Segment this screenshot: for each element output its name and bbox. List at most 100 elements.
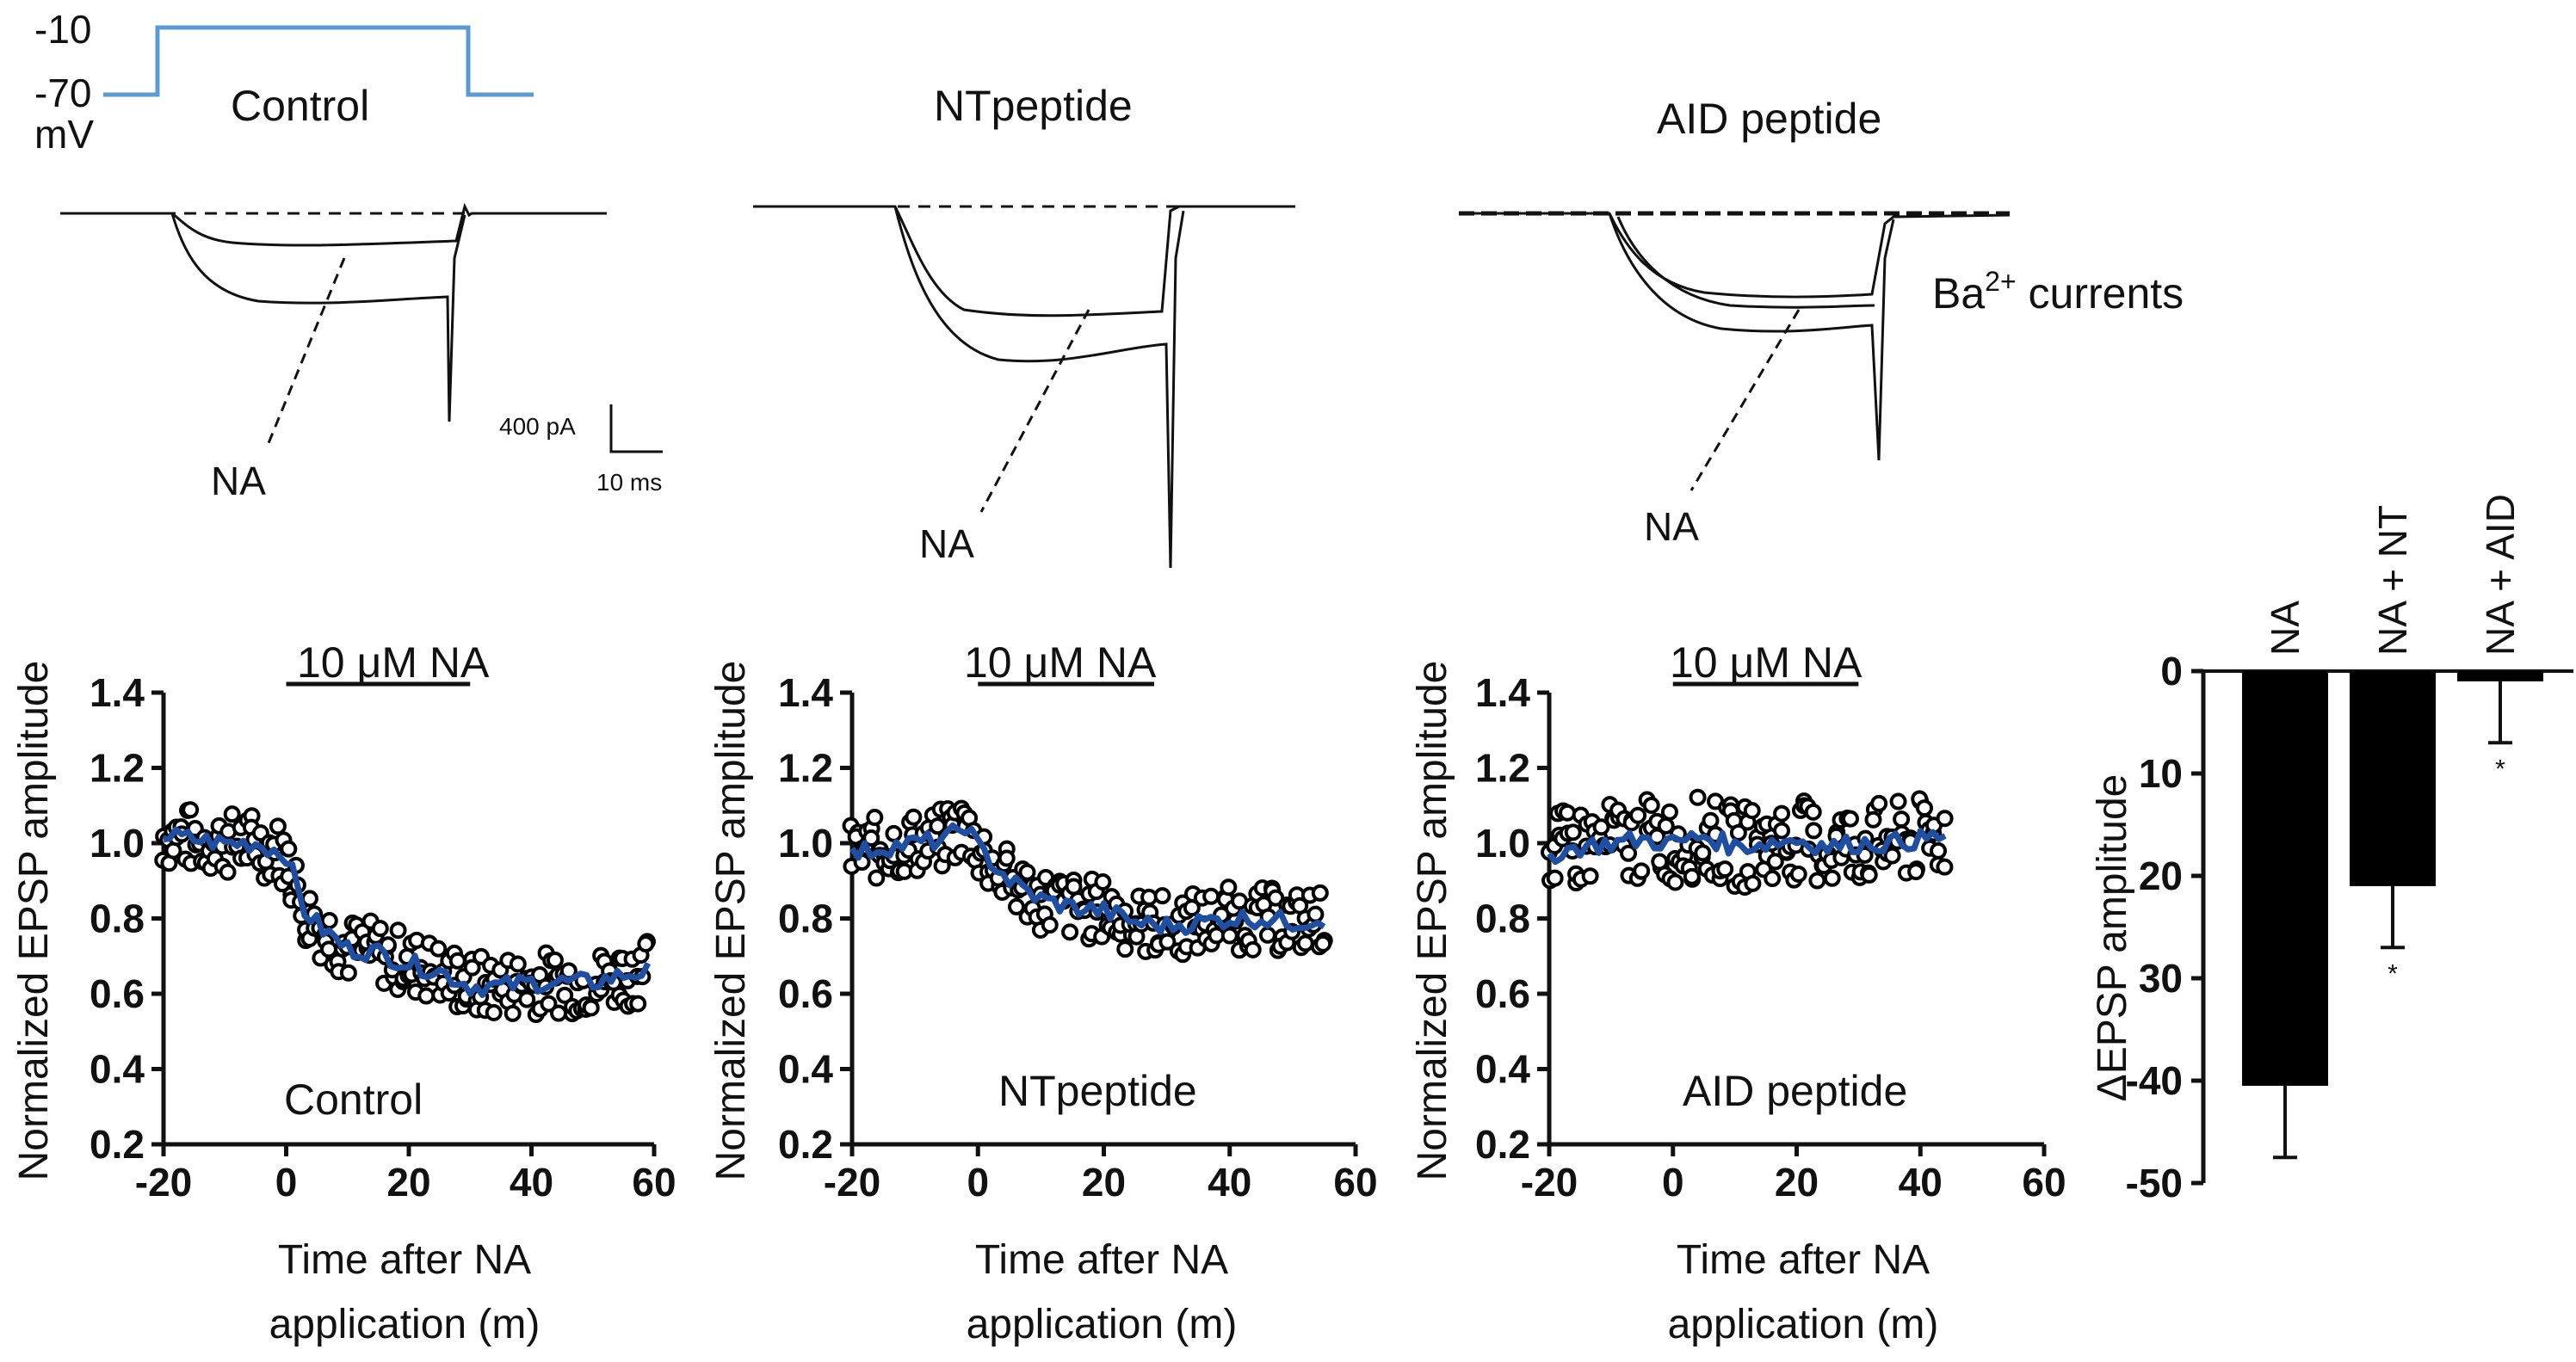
y-tick-label: 0.8 bbox=[90, 897, 145, 941]
y-tick-label: 0.2 bbox=[90, 1122, 145, 1167]
y-tick-label: 0.4 bbox=[778, 1047, 833, 1092]
y-tick-label: 1.0 bbox=[778, 821, 833, 866]
x-tick-label: 20 bbox=[1082, 1160, 1126, 1205]
data-point bbox=[1766, 853, 1784, 871]
data-point bbox=[1140, 888, 1158, 906]
data-point bbox=[1864, 810, 1882, 829]
data-point bbox=[448, 952, 466, 970]
x-tick-label: -20 bbox=[824, 1160, 880, 1205]
protocol-unit: mV bbox=[34, 112, 94, 157]
delta-epsp-bar-chart: ΔEPSP amplitude 0 10 20 30 -40 -50 NA * NA + NT *… bbox=[2090, 494, 2573, 1205]
data-point bbox=[1804, 803, 1822, 821]
data-point bbox=[540, 995, 558, 1013]
category-label: NA + NT bbox=[2370, 505, 2415, 656]
y-axis-label: Normalized EPSP amplitude bbox=[1410, 661, 1455, 1181]
data-point bbox=[1620, 844, 1638, 862]
data-point bbox=[300, 890, 318, 908]
data-point bbox=[1666, 873, 1684, 891]
x-axis-label-line1: Time after NA bbox=[1677, 1237, 1930, 1283]
data-point bbox=[280, 840, 298, 858]
data-point bbox=[1581, 867, 1599, 885]
epsp-chart-control: Control 10 μM NA Normalized EPSP amplitu… bbox=[11, 638, 676, 1347]
chart-title: Control bbox=[284, 1075, 423, 1124]
data-point bbox=[1842, 810, 1860, 828]
data-point bbox=[1789, 865, 1807, 883]
data-point bbox=[1220, 878, 1238, 897]
data-point bbox=[1936, 810, 1954, 828]
data-point bbox=[1258, 926, 1276, 944]
data-point bbox=[1773, 804, 1791, 823]
drug-label: NA bbox=[211, 459, 266, 503]
y-tick-label: 0.6 bbox=[90, 971, 145, 1016]
bar bbox=[2242, 671, 2328, 1086]
data-point bbox=[1158, 933, 1177, 951]
data-point bbox=[582, 999, 600, 1017]
data-point bbox=[550, 1004, 568, 1022]
x-tick-label: 60 bbox=[632, 1160, 676, 1205]
x-tick-label: 60 bbox=[1333, 1160, 1377, 1205]
data-point bbox=[1870, 794, 1888, 812]
trace-mid-line bbox=[1616, 216, 1875, 309]
protocol-label-top: -10 bbox=[34, 7, 91, 52]
data-point bbox=[1546, 869, 1564, 887]
bar bbox=[2457, 671, 2543, 681]
trace-title-aid: AID peptide bbox=[1657, 95, 1881, 143]
trace-control-line bbox=[1459, 212, 2011, 299]
category-label: NA bbox=[2263, 601, 2307, 656]
y-tick-label: 1.2 bbox=[90, 746, 145, 791]
data-point bbox=[929, 817, 947, 835]
data-point bbox=[1116, 940, 1134, 958]
x-tick-label: -20 bbox=[1521, 1160, 1578, 1205]
y-tick-label: 0.2 bbox=[1475, 1122, 1530, 1167]
y-tick-label: 1.0 bbox=[1475, 821, 1530, 866]
drug-label: NA bbox=[1644, 504, 1699, 549]
data-point bbox=[1061, 923, 1079, 941]
data-point bbox=[556, 986, 574, 1004]
y-tick-label: 1.4 bbox=[778, 670, 833, 715]
scale-bar-current: 400 pA bbox=[499, 413, 576, 440]
y-tick-label: 1.4 bbox=[1475, 670, 1530, 715]
data-point bbox=[868, 869, 886, 887]
data-point bbox=[1823, 869, 1841, 887]
data-point bbox=[1743, 802, 1761, 820]
na-pointer bbox=[1690, 309, 1801, 491]
y-tick-label: 1.2 bbox=[1475, 746, 1530, 791]
data-point bbox=[1629, 806, 1647, 824]
data-point bbox=[637, 935, 655, 953]
significance-marker: * bbox=[2388, 959, 2398, 988]
data-point bbox=[371, 920, 389, 938]
x-tick-label: 20 bbox=[386, 1160, 430, 1205]
epsp-chart-ntpeptide: NTpeptide 10 μM NA Normalized EPSP ampli… bbox=[708, 638, 1378, 1347]
x-tick-label: 0 bbox=[967, 1160, 989, 1205]
data-point bbox=[1307, 905, 1325, 923]
y-tick-label: 0.2 bbox=[778, 1122, 833, 1167]
current-trace-control: NA bbox=[60, 202, 607, 503]
data-point bbox=[1860, 866, 1878, 884]
data-point bbox=[866, 809, 884, 827]
na-pointer bbox=[979, 309, 1090, 513]
data-point bbox=[269, 817, 287, 835]
data-point bbox=[629, 995, 647, 1013]
chart-title: AID peptide bbox=[1683, 1067, 1907, 1115]
data-point bbox=[1202, 887, 1220, 905]
trace-na-line bbox=[893, 206, 1185, 569]
data-point bbox=[1907, 863, 1925, 881]
trace-control-line bbox=[60, 202, 607, 247]
current-trace-aid: NA bbox=[1459, 211, 2011, 549]
data-point bbox=[1153, 887, 1171, 905]
x-tick-label: 0 bbox=[1662, 1160, 1684, 1205]
data-point bbox=[1296, 934, 1314, 952]
data-point bbox=[1642, 796, 1660, 814]
protocol-step-line bbox=[103, 25, 534, 97]
trace-na-line bbox=[1608, 213, 1895, 461]
trace-title-control: Control bbox=[231, 82, 369, 130]
trace-title-ntpeptide: NTpeptide bbox=[934, 82, 1133, 130]
x-tick-label: 20 bbox=[1775, 1160, 1819, 1205]
data-point bbox=[1694, 844, 1712, 862]
y-axis-label: ΔEPSP amplitude bbox=[2090, 774, 2135, 1102]
y-tick-label: 0.8 bbox=[778, 897, 833, 941]
data-point bbox=[1314, 934, 1332, 952]
drug-annotation: 10 μM NA bbox=[1670, 638, 1863, 687]
mean-line bbox=[1547, 828, 1947, 866]
data-point bbox=[1764, 870, 1782, 888]
